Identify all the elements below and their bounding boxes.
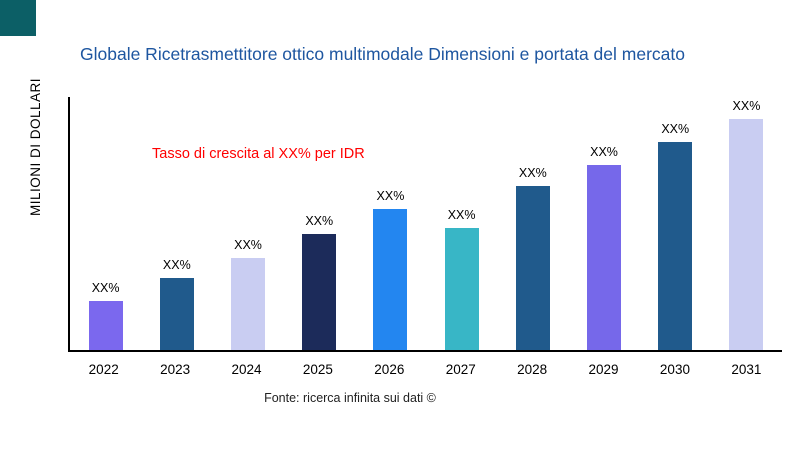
x-tick-2025: 2025 — [302, 362, 333, 377]
y-axis-title: MILIONI DI DOLLARI — [28, 77, 43, 217]
bar-value-label-2022: XX% — [91, 281, 120, 295]
bar-group-2026: XX% — [355, 97, 426, 350]
bar-value-label-2025: XX% — [305, 214, 334, 228]
bar-value-label-2023: XX% — [162, 258, 191, 272]
bar-2027 — [444, 228, 479, 350]
bar-2026 — [373, 209, 408, 350]
bar-value-label-2027: XX% — [447, 208, 476, 222]
bar-value-label-2024: XX% — [234, 238, 262, 252]
bar-2022 — [88, 301, 123, 350]
bar-2029 — [587, 165, 622, 350]
chart-title: Globale Ricetrasmettitore ottico multimo… — [80, 44, 685, 64]
x-tick-2026: 2026 — [374, 362, 405, 377]
corner-logo-square — [0, 0, 36, 36]
bar-group-2028: XX% — [497, 97, 568, 350]
source-attribution: Fonte: ricerca infinita sui dati © — [264, 391, 436, 405]
bar-value-label-2026: XX% — [376, 189, 405, 203]
bar-2024 — [231, 258, 265, 350]
x-tick-2029: 2029 — [588, 362, 619, 377]
bar-group-2025: XX% — [284, 97, 355, 350]
x-tick-2024: 2024 — [231, 362, 262, 377]
growth-rate-annotation: Tasso di crescita al XX% per IDR — [152, 146, 365, 162]
plot-area: XX% XX% XX% XX% XX% XX% XX% XX% XX% XX% — [68, 97, 782, 352]
x-tick-2022: 2022 — [88, 362, 119, 377]
x-tick-2023: 2023 — [160, 362, 191, 377]
x-tick-2028: 2028 — [517, 362, 548, 377]
bar-group-2024: XX% — [212, 97, 283, 350]
x-tick-2027: 2027 — [445, 362, 476, 377]
bar-2031 — [729, 119, 764, 350]
x-tick-2031: 2031 — [731, 362, 762, 377]
bar-group-2029: XX% — [568, 97, 639, 350]
bar-value-label-2030: XX% — [661, 122, 690, 136]
bar-group-2022: XX% — [70, 97, 141, 350]
x-axis-labels: 2022 2023 2024 2025 2026 2027 2028 2029 2030 2031 — [68, 354, 782, 377]
bar-2028 — [515, 186, 550, 350]
bar-group-2027: XX% — [426, 97, 497, 350]
bar-2023 — [159, 278, 194, 350]
bar-value-label-2029: XX% — [590, 145, 618, 159]
x-tick-2030: 2030 — [659, 362, 690, 377]
bar-group-2023: XX% — [141, 97, 212, 350]
bar-group-2030: XX% — [640, 97, 711, 350]
bar-group-2031: XX% — [711, 97, 782, 350]
bar-2025 — [302, 234, 337, 350]
bar-value-label-2028: XX% — [518, 166, 547, 180]
bar-2030 — [658, 142, 693, 350]
bar-value-label-2031: XX% — [732, 99, 761, 113]
